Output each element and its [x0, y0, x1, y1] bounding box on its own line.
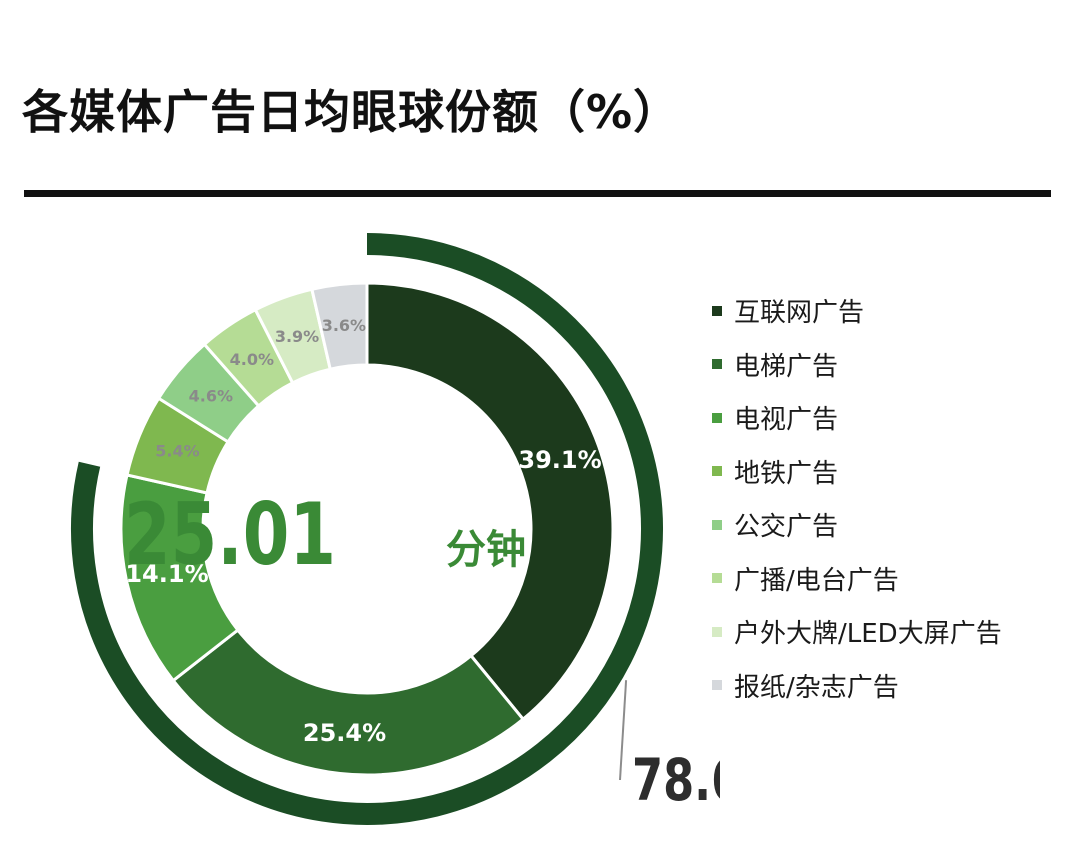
outer-ring-arc [71, 233, 663, 825]
legend-label: 户外大牌/LED大屏广告 [734, 619, 1002, 650]
slice-label-3: 14.1% [125, 560, 208, 588]
slice-label-6: 4.0% [230, 350, 274, 369]
legend-swatch [712, 359, 722, 370]
slice-labels: 39.1% 25.4% 14.1% 5.4% 4.6% 4.0%3.9%3.6% [125, 316, 601, 747]
slice-label-2: 25.4% [303, 719, 386, 747]
legend-swatch [712, 573, 722, 584]
legend-item: 电梯广告 [712, 338, 1002, 392]
donut-chart: 39.1% 25.4% 14.1% 5.4% 4.6% 4.0%3.9%3.6% 25.0… [71, 233, 720, 825]
legend-swatch [712, 680, 722, 691]
callout-line [619, 680, 628, 781]
legend-label: 地铁广告 [734, 458, 839, 489]
legend-item: 报纸/杂志广告 [712, 659, 1002, 713]
slice-8 [310, 281, 369, 371]
chart-title: 各媒体广告日均眼球份额（%） [22, 85, 681, 139]
legend-item: 地铁广告 [712, 445, 1002, 499]
slice-label-5: 4.6% [189, 387, 233, 406]
legend-label: 公交广告 [734, 512, 839, 543]
legend-item: 互联网广告 [712, 284, 1002, 338]
legend-item: 户外大牌/LED大屏广告 [712, 605, 1002, 659]
title-divider [24, 190, 1051, 197]
legend-label: 报纸/杂志广告 [734, 672, 899, 703]
legend-label: 电视广告 [734, 405, 839, 436]
legend-swatch [712, 412, 722, 423]
slice-2 [171, 627, 526, 777]
donut-slices [119, 281, 615, 777]
slice-label-7: 3.9% [275, 327, 319, 346]
legend-swatch [712, 466, 722, 477]
legend: 互联网广告电梯广告电视广告地铁广告公交广告广播/电台广告户外大牌/LED大屏广告… [712, 284, 1002, 712]
slice-label-8: 3.6% [322, 316, 366, 335]
legend-swatch [712, 519, 722, 530]
center-value: 25.01 [124, 485, 336, 585]
legend-swatch [712, 305, 722, 316]
slice-label-1: 39.1% [518, 446, 601, 474]
legend-label: 互联网广告 [734, 298, 865, 329]
slice-1 [365, 281, 615, 722]
slice-label-4: 5.4% [155, 441, 199, 460]
legend-item: 电视广告 [712, 391, 1002, 445]
center-unit: 分钟 [446, 527, 526, 573]
legend-label: 电梯广告 [734, 351, 839, 382]
legend-item: 广播/电台广告 [712, 552, 1002, 606]
legend-item: 公交广告 [712, 498, 1002, 552]
outer-ring-label: 78.65% [632, 746, 720, 814]
legend-swatch [712, 626, 722, 637]
legend-label: 广播/电台广告 [734, 565, 899, 596]
